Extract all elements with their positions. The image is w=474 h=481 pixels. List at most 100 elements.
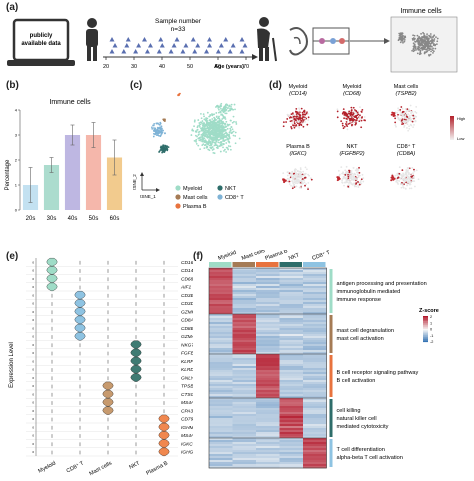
heatmap-cell (232, 452, 256, 455)
tsne-point (207, 131, 210, 134)
feature-map-point (288, 180, 291, 183)
heatmap-cell (209, 356, 233, 359)
feature-map-point (402, 120, 404, 123)
feature-map-point (415, 111, 418, 114)
heatmap-cell (303, 458, 327, 461)
tsne-thumbnail-dots (397, 31, 439, 57)
tsne-point (206, 123, 209, 125)
thumb-dot (402, 41, 404, 44)
heatmap-cell (279, 286, 303, 289)
heatmap-cell (279, 428, 303, 431)
tsne-point (210, 143, 213, 145)
feature-map-point (290, 113, 293, 116)
tsne-point (201, 129, 204, 132)
heatmap-cell (209, 268, 233, 271)
gene-label: FGFBP2 (181, 351, 193, 357)
tsne-point (204, 132, 206, 135)
heatmap-cell (279, 326, 303, 329)
heatmap-cell (232, 440, 256, 443)
heatmap-cell (209, 342, 233, 345)
tsne-point (221, 134, 224, 137)
tsne-point (226, 104, 229, 107)
feature-map-point (405, 169, 408, 171)
feature-map-point (295, 172, 297, 175)
heatmap-cell (256, 408, 280, 411)
feature-map-point (398, 172, 401, 175)
feature-map-point (309, 177, 312, 180)
tsne-point (203, 147, 206, 150)
feature-map-point (359, 118, 362, 121)
heatmap-cell (209, 298, 233, 301)
thumb-dot (431, 39, 433, 42)
tsne-point (220, 137, 223, 140)
feature-map-point (294, 180, 297, 183)
heatmap-cell (303, 364, 327, 367)
feature-map-point (300, 187, 302, 189)
heatmap-cell (232, 316, 256, 319)
thumb-dot (432, 50, 435, 53)
feature-map-point (298, 107, 300, 110)
pathway-annotation: immunoglobulin mediated (337, 289, 401, 295)
tsne-point (159, 121, 162, 124)
heatmap-cell (279, 402, 303, 405)
tsne-point (201, 133, 204, 135)
tsne-point (233, 120, 235, 123)
feature-map-point (303, 177, 306, 179)
heatmap-cell (209, 338, 233, 341)
tsne-point (238, 137, 241, 140)
heatmap-cell (209, 366, 233, 369)
tsne-point (222, 106, 225, 109)
thumb-dot (422, 39, 425, 42)
feature-map-point (350, 120, 353, 123)
thumb-dot (429, 45, 431, 48)
feature-map-point (343, 184, 345, 187)
heatmap-border (208, 267, 327, 469)
heatmap-cell (256, 306, 280, 309)
feature-map-point (360, 111, 363, 113)
colorbar-high: High (457, 116, 465, 121)
heatmap-cell (279, 332, 303, 335)
heatmap-cell (256, 380, 280, 383)
tsne-point (223, 133, 225, 136)
tsne-point (213, 133, 216, 136)
feature-map-point (404, 120, 407, 122)
feature-map-point (411, 120, 414, 123)
thumb-dot (428, 47, 431, 50)
heatmap-cell (256, 464, 280, 467)
thumb-dot (430, 36, 432, 39)
thumb-dot (429, 53, 432, 56)
feature-map-point (296, 111, 299, 114)
gene-label: GNLY (181, 375, 193, 381)
heatmap-cell (209, 302, 233, 305)
tsne-point (209, 131, 212, 134)
feature-map-point (336, 110, 339, 113)
tsne-point (201, 139, 204, 142)
heatmap-cell (209, 320, 233, 323)
heatmap-cell (279, 278, 303, 281)
feature-map-point (294, 118, 297, 121)
tsne-point (198, 126, 201, 128)
heatmap-cell (209, 402, 233, 405)
violin-row-tick: 0 (32, 269, 34, 273)
heatmap-cell (256, 420, 280, 423)
zscore-tick: -1 (430, 334, 433, 338)
feature-map-point (353, 182, 355, 185)
feature-map-point (355, 185, 358, 188)
heatmap-cell (256, 286, 280, 289)
heatmap-cell (256, 344, 280, 347)
heatmap-cell (209, 286, 233, 289)
heatmap-cell (209, 296, 233, 299)
feature-map-point (340, 120, 343, 123)
heatmap-cell (232, 378, 256, 381)
feature-map-point (304, 113, 307, 116)
heatmap-cell (209, 422, 233, 425)
tsne-point (225, 120, 228, 123)
heatmap-cell (279, 358, 303, 361)
tsne-point (193, 120, 196, 123)
tsne-point (216, 121, 219, 124)
sample-triangles (109, 37, 248, 54)
tsne-point (221, 121, 224, 124)
heatmap-cell (303, 308, 327, 311)
thumb-dot (415, 48, 417, 51)
heatmap-cell (256, 432, 280, 435)
